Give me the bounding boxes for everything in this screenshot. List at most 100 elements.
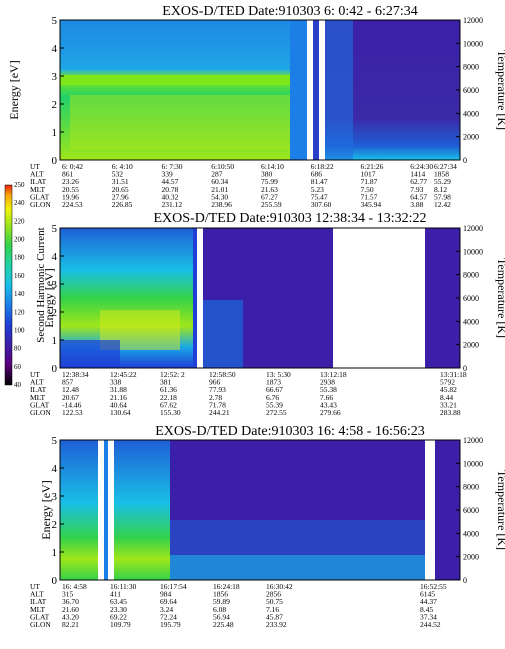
y2-tick-label: 2000 bbox=[463, 133, 479, 142]
orbit-cell: 21.60 bbox=[62, 605, 79, 614]
y-tick-label: 0 bbox=[52, 575, 58, 587]
orbit-cell: 5.23 bbox=[311, 185, 324, 194]
orbit-cell: 6:18:22 bbox=[311, 162, 334, 171]
y2-tick-label: 0 bbox=[463, 364, 467, 373]
orbit-cell: 13:31:18 bbox=[440, 370, 467, 379]
orbit-cell: 7.93 bbox=[410, 185, 423, 194]
orbit-cell: 75.99 bbox=[261, 177, 278, 186]
panel-2-heatmap bbox=[60, 228, 460, 368]
orbit-cell: 22.18 bbox=[160, 393, 177, 402]
orbit-cell: 12:45:22 bbox=[110, 370, 137, 379]
orbit-cell: 233.92 bbox=[266, 620, 287, 629]
panel-1-orbit-table: UT 6: 0:42 6: 4:10 6: 7:30 6:10:50 6:14:10 6:1… bbox=[30, 162, 457, 209]
orbit-cell: 6145 bbox=[420, 590, 435, 599]
orbit-row-label: MLT bbox=[30, 185, 46, 194]
colorbar-tick-label: 80 bbox=[14, 345, 22, 353]
y-tick-label: 2 bbox=[52, 307, 58, 319]
colorbar-tick-label: 40 bbox=[14, 381, 22, 389]
orbit-cell: 6: 7:30 bbox=[162, 162, 183, 171]
y2-tick-label: 6000 bbox=[463, 506, 479, 515]
orbit-cell: 1017 bbox=[361, 170, 376, 179]
spectrogram-panel-3: EXOS-D/TED Date:910303 16: 4:58 - 16:56:… bbox=[30, 424, 505, 629]
orbit-cell: 55.39 bbox=[266, 400, 283, 409]
orbit-cell: 16:30:42 bbox=[266, 582, 293, 591]
y2-tick-label: 0 bbox=[463, 576, 467, 585]
orbit-cell: 31.88 bbox=[110, 385, 127, 394]
y2-tick-label: 6000 bbox=[463, 294, 479, 303]
y2-tick-label: 12000 bbox=[463, 16, 483, 25]
orbit-cell: 71.57 bbox=[361, 192, 378, 201]
orbit-cell: 60.34 bbox=[211, 177, 228, 186]
orbit-cell: 37.34 bbox=[420, 612, 437, 621]
panel-3-ylabel: Energy [eV] bbox=[39, 480, 53, 539]
orbit-cell: 238.96 bbox=[211, 200, 232, 209]
spectrogram-panel-2: EXOS-D/TED Date:910303 12:38:34 - 13:32:… bbox=[30, 211, 505, 417]
orbit-cell: 40.64 bbox=[110, 400, 127, 409]
orbit-cell: 7.50 bbox=[361, 185, 374, 194]
orbit-cell: 6:10:50 bbox=[211, 162, 234, 171]
y2-tick-label: 2000 bbox=[463, 341, 479, 350]
spectrogram-panel-1: EXOS-D/TED Date:910303 6: 0:42 - 6:27:34… bbox=[7, 4, 505, 209]
y2-tick-label: 0 bbox=[463, 156, 467, 165]
colorbar-tick-label: 200 bbox=[14, 236, 25, 244]
panel-2-orbit-table: UT 12:38:34 12:45:22 12:52: 2 12:58:50 13: 5:… bbox=[30, 370, 467, 417]
orbit-row-label: ILAT bbox=[30, 177, 47, 186]
orbit-cell: 56.94 bbox=[213, 612, 230, 621]
orbit-cell: 13: 5:30 bbox=[266, 370, 291, 379]
orbit-cell: 16:17:54 bbox=[160, 582, 187, 591]
orbit-row-label: GLAT bbox=[30, 400, 50, 409]
orbit-cell: 75.47 bbox=[311, 192, 328, 201]
orbit-cell: 55.38 bbox=[320, 385, 337, 394]
orbit-cell: 532 bbox=[112, 170, 124, 179]
orbit-cell: 33.21 bbox=[440, 400, 457, 409]
y-tick-label: 5 bbox=[52, 435, 58, 447]
colorbar-label: Second Harmonic Current bbox=[35, 227, 47, 342]
panel-2-y2label: Temperature [K] bbox=[495, 258, 505, 338]
orbit-cell: 43.43 bbox=[320, 400, 337, 409]
panel-1-y-ticks: 0 1 2 3 4 5 bbox=[52, 15, 64, 167]
orbit-cell: 3.24 bbox=[160, 605, 173, 614]
orbit-cell: 225.48 bbox=[213, 620, 234, 629]
panel-3-y-ticks: 0 1 2 3 4 5 bbox=[52, 435, 64, 587]
orbit-cell: 69.64 bbox=[160, 597, 177, 606]
orbit-cell: 287 bbox=[211, 170, 223, 179]
orbit-cell: 307.60 bbox=[311, 200, 332, 209]
orbit-cell: 195.79 bbox=[160, 620, 181, 629]
orbit-cell: 380 bbox=[261, 170, 273, 179]
colorbar-tick-label: 100 bbox=[14, 326, 25, 334]
orbit-cell: 77.93 bbox=[209, 385, 226, 394]
orbit-cell: 45.87 bbox=[266, 612, 283, 621]
orbit-cell: 67.62 bbox=[160, 400, 177, 409]
y2-tick-label: 12000 bbox=[463, 436, 483, 445]
orbit-cell: 61.36 bbox=[160, 385, 177, 394]
orbit-cell: 7.16 bbox=[266, 605, 279, 614]
orbit-cell: 16: 4:58 bbox=[62, 582, 87, 591]
orbit-row-label: ALT bbox=[30, 378, 44, 387]
colorbar-tick-label: 160 bbox=[14, 272, 25, 280]
y-tick-label: 2 bbox=[52, 99, 58, 111]
colorbar-tick-label: 250 bbox=[14, 181, 25, 189]
orbit-row-label: MLT bbox=[30, 393, 46, 402]
orbit-cell: 2938 bbox=[320, 378, 335, 387]
orbit-cell: 44.57 bbox=[162, 177, 179, 186]
orbit-cell: 7.66 bbox=[320, 393, 333, 402]
y2-tick-label: 10000 bbox=[463, 39, 483, 48]
y-tick-label: 3 bbox=[52, 491, 58, 503]
orbit-cell: 23.30 bbox=[110, 605, 127, 614]
orbit-cell: 31.51 bbox=[112, 177, 129, 186]
orbit-cell: 71.78 bbox=[209, 400, 226, 409]
orbit-cell: 6:27:34 bbox=[434, 162, 457, 171]
orbit-cell: 23.26 bbox=[62, 177, 79, 186]
orbit-row-label: UT bbox=[30, 370, 40, 379]
orbit-cell: 3.88 bbox=[410, 200, 423, 209]
orbit-cell: 1873 bbox=[266, 378, 281, 387]
panel-1-y2label: Temperature [K] bbox=[495, 50, 505, 130]
orbit-cell: 224.53 bbox=[62, 200, 83, 209]
y2-tick-label: 2000 bbox=[463, 553, 479, 562]
orbit-row-label: UT bbox=[30, 582, 40, 591]
orbit-cell: 45.82 bbox=[440, 385, 457, 394]
panel-3-title: EXOS-D/TED Date:910303 16: 4:58 - 16:56:… bbox=[155, 424, 424, 439]
orbit-cell: 857 bbox=[62, 378, 74, 387]
orbit-row-label: ILAT bbox=[30, 385, 47, 394]
orbit-cell: 155.30 bbox=[160, 408, 181, 417]
